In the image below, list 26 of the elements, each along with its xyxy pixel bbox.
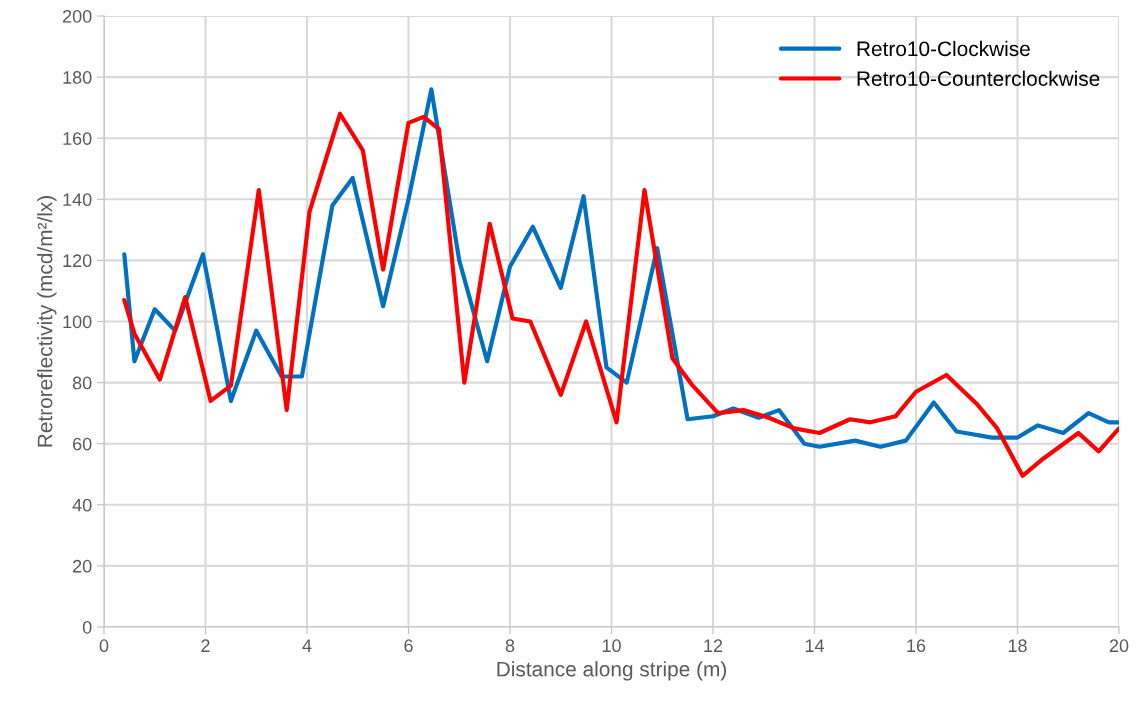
y-tick-label: 20 — [73, 559, 92, 573]
y-tick-label: 200 — [62, 9, 92, 23]
y-tick-label: 180 — [63, 71, 92, 84]
x-tick-label: 2 — [201, 639, 210, 652]
x-axis-title: Distance along stripe (m) — [497, 661, 726, 681]
x-tick-label: 14 — [805, 639, 825, 652]
y-tick-label: 0 — [82, 620, 92, 634]
x-tick-label: 4 — [302, 639, 312, 652]
x-tick-label: 12 — [704, 639, 723, 652]
y-tick-label: 100 — [63, 315, 92, 329]
legend-label: Retro10-Clockwise — [857, 40, 1030, 57]
x-tick-label: 0 — [99, 639, 109, 653]
y-tick-label: 60 — [73, 437, 92, 451]
y-tick-label: 160 — [63, 132, 92, 145]
x-tick-label: 18 — [1008, 639, 1027, 653]
y-tick-label: 120 — [63, 254, 92, 268]
y-tick-label: 140 — [63, 193, 92, 207]
x-tick-label: 10 — [602, 639, 621, 653]
y-tick-label: 80 — [72, 376, 92, 390]
y-tick-label: 40 — [72, 498, 92, 512]
x-tick-label: 6 — [404, 639, 413, 653]
x-tick-label: 8 — [505, 639, 515, 653]
x-tick-label: 16 — [907, 639, 926, 653]
y-axis-title: Retroreflectivity (mcd/m²/lx) — [37, 196, 57, 447]
legend-label: Retro10-Counterclockwise — [857, 70, 1100, 86]
x-tick-label: 20 — [1109, 639, 1129, 653]
